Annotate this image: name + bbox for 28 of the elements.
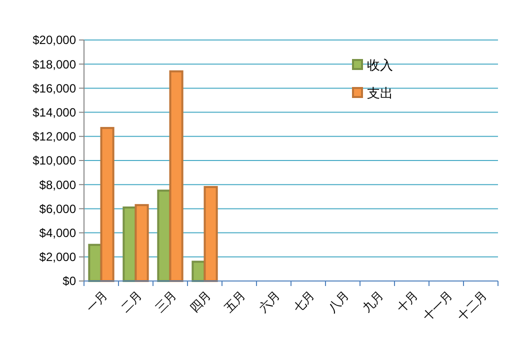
x-tick-label: 六月 <box>256 288 283 316</box>
y-tick-label: $18,000 <box>32 57 76 72</box>
x-tick-label: 八月 <box>324 288 352 316</box>
bar <box>100 126 114 282</box>
x-tick-label: 五月 <box>221 288 248 316</box>
x-tick-label: 九月 <box>359 288 386 316</box>
x-tick-label: 一月 <box>83 288 110 316</box>
y-tick-label: $20,000 <box>32 33 76 48</box>
y-tick-label: $16,000 <box>32 81 76 96</box>
legend-label: 支出 <box>367 86 393 101</box>
bar <box>134 204 149 282</box>
x-tick-label: 七月 <box>290 288 318 316</box>
x-tick-label: 二月 <box>118 288 145 316</box>
y-tick-label: $0 <box>62 274 76 288</box>
x-tick-label: 十一月 <box>420 288 456 324</box>
x-tick-label: 十二月 <box>454 288 490 324</box>
y-tick-label: $2,000 <box>39 250 76 264</box>
x-tick-label: 三月 <box>152 288 180 316</box>
bar <box>169 70 184 282</box>
y-tick-label: $6,000 <box>39 202 76 216</box>
x-tick-label: 四月 <box>186 288 214 316</box>
y-tick-label: $14,000 <box>32 106 76 120</box>
y-tick-label: $12,000 <box>32 130 76 144</box>
y-tick-label: $8,000 <box>39 178 76 192</box>
bar <box>204 186 218 282</box>
x-tick-label: 十月 <box>394 288 421 316</box>
y-tick-label: $10,000 <box>32 154 76 168</box>
y-tick-label: $4,000 <box>39 226 76 240</box>
